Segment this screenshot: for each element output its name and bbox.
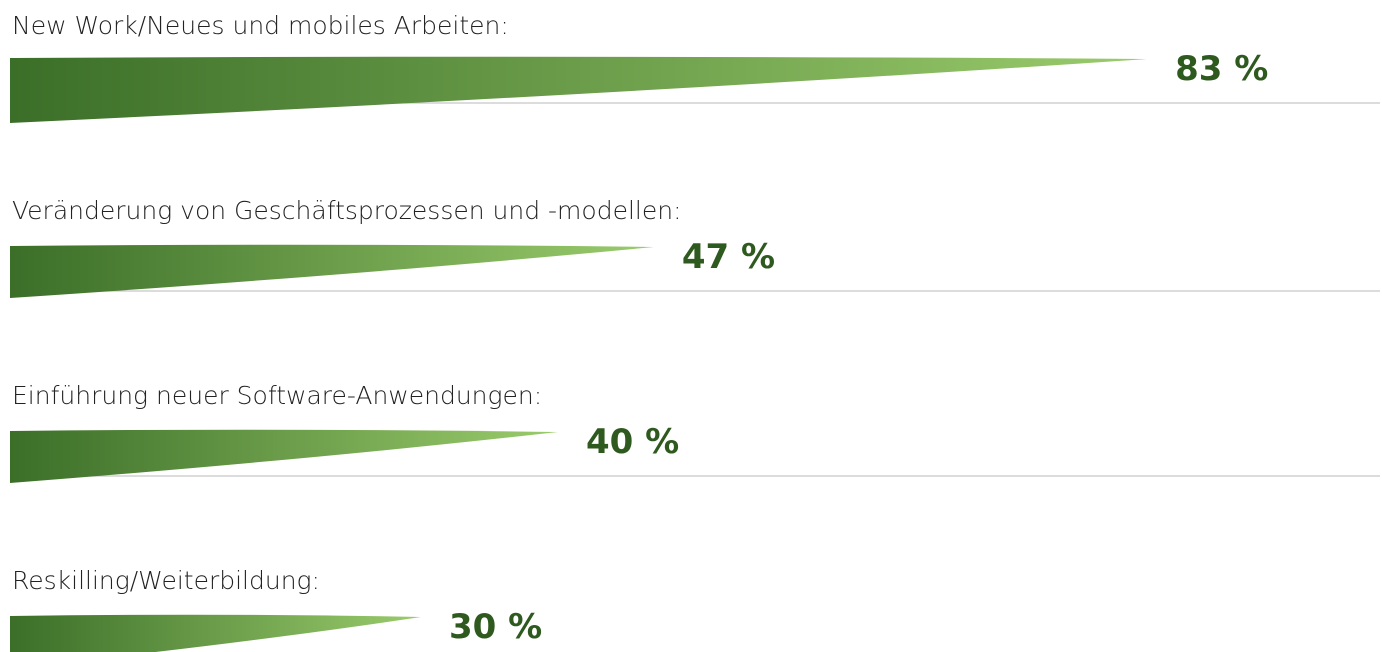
- value-label: 30 %: [449, 607, 542, 647]
- category-label: Veränderung von Geschäftsprozessen und -…: [12, 196, 682, 225]
- bar: [10, 56, 1148, 123]
- bar: [10, 429, 558, 483]
- value-label: 83 %: [1175, 49, 1268, 89]
- bar: [10, 244, 654, 298]
- category-label: New Work/Neues und mobiles Arbeiten:: [12, 11, 509, 40]
- category-label: Reskilling/Weiterbildung:: [12, 566, 320, 595]
- category-label: Einführung neuer Software-Anwendungen:: [12, 381, 542, 410]
- bar: [10, 614, 421, 652]
- value-label: 40 %: [586, 422, 679, 462]
- value-label: 47 %: [682, 237, 775, 277]
